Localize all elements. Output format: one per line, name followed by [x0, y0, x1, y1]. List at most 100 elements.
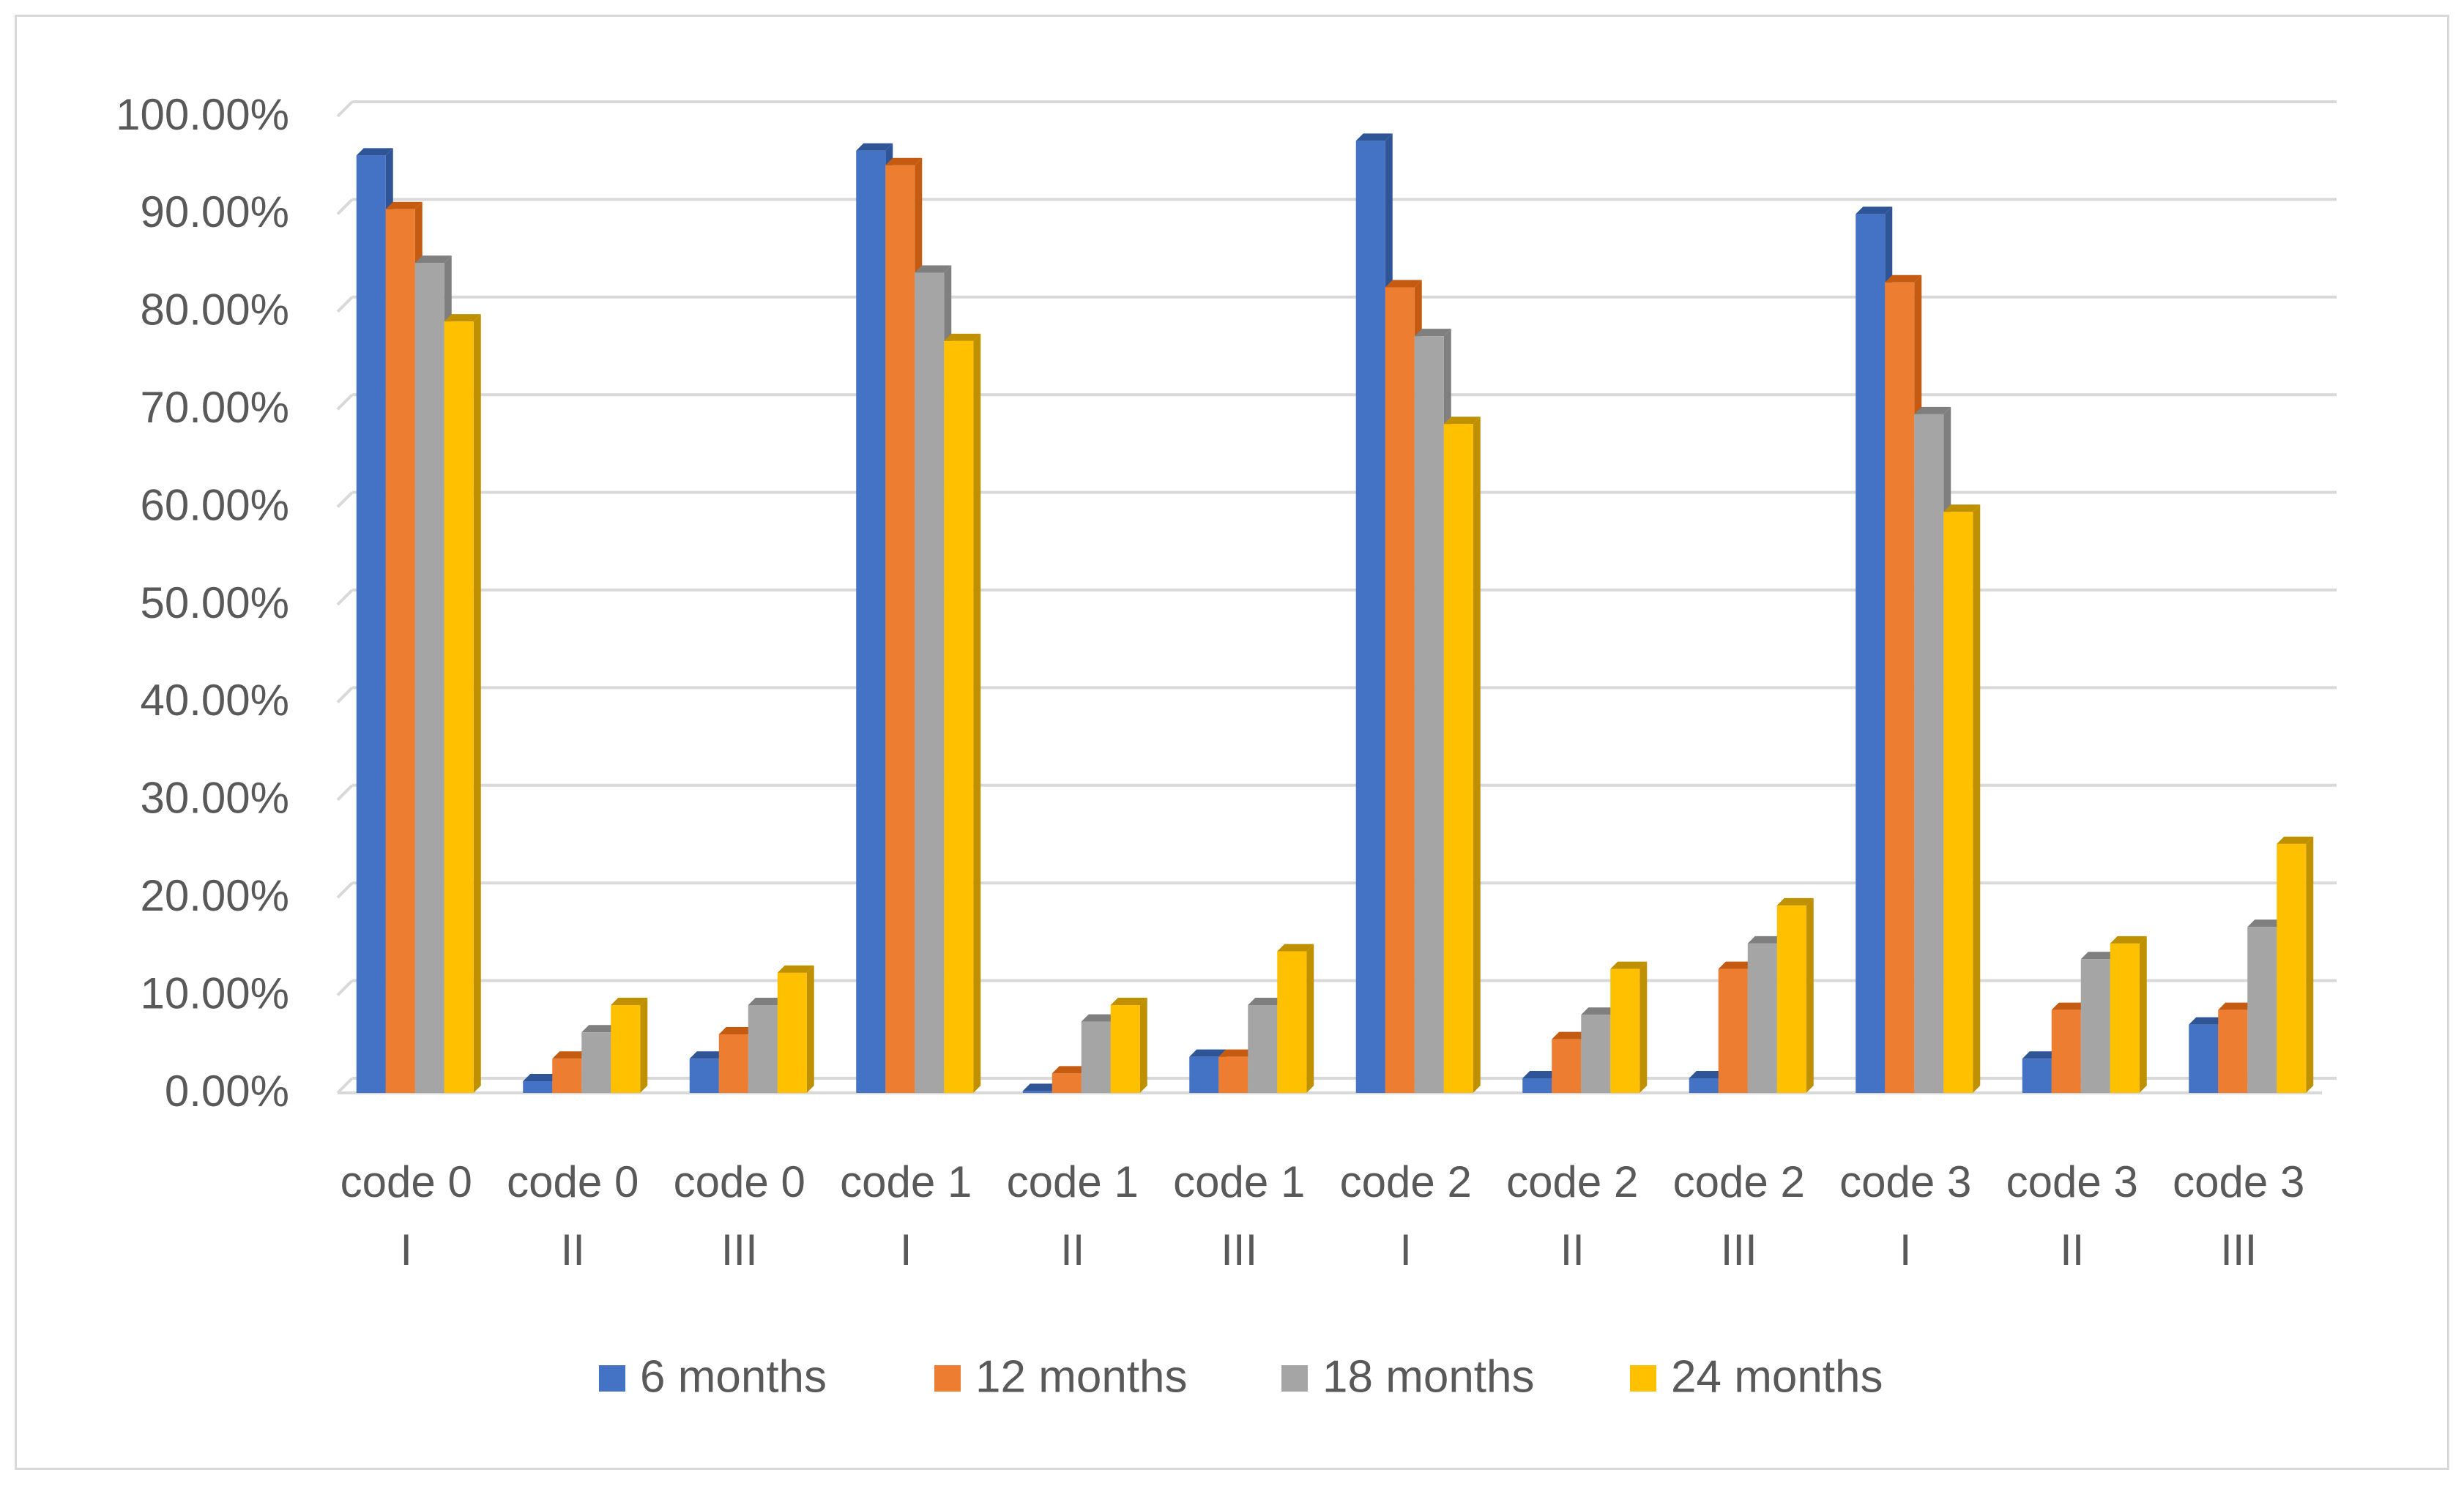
- legend-item-24-months: 24 months: [1630, 1351, 1883, 1402]
- bar-front: [1414, 336, 1444, 1093]
- bar-top: [385, 201, 423, 209]
- y-tick-label: 60.00%: [141, 480, 290, 529]
- bar-top: [2110, 936, 2147, 944]
- bar-top: [1218, 1049, 1256, 1057]
- bar-front: [1081, 1021, 1111, 1093]
- bar-front: [1355, 141, 1385, 1094]
- x-category-label-line2: I: [900, 1225, 912, 1274]
- x-category-label-line1: code 1: [840, 1157, 972, 1206]
- bar-front: [1022, 1091, 1052, 1093]
- gridlines: [336, 100, 2337, 1094]
- y-tick-label: 50.00%: [141, 578, 290, 627]
- x-category-label-line1: code 1: [1173, 1157, 1305, 1206]
- bar-side: [2306, 836, 2314, 1093]
- bar-24-months-2: [777, 965, 814, 1093]
- gridline-perspective: [336, 979, 354, 997]
- bar-front: [689, 1059, 719, 1093]
- bar-24-months-10: [2110, 936, 2147, 1093]
- bar-front: [1885, 282, 1915, 1093]
- bar-front: [611, 1004, 641, 1093]
- bar-front: [1581, 1015, 1611, 1093]
- bar-front: [777, 972, 807, 1093]
- bar-top: [2218, 1002, 2255, 1010]
- bar-top: [1189, 1049, 1227, 1057]
- y-tick-label: 90.00%: [141, 187, 290, 236]
- bar-front: [1689, 1078, 1719, 1093]
- bar-front: [944, 340, 974, 1093]
- legend-item-6-months: 6 months: [599, 1351, 827, 1402]
- bar-front: [1110, 1004, 1140, 1093]
- bar-top: [1856, 206, 1893, 214]
- y-tick-label: 10.00%: [141, 968, 290, 1018]
- bar-top: [885, 157, 923, 165]
- bar-front: [2022, 1059, 2052, 1093]
- bar-side: [806, 965, 814, 1093]
- legend-swatch: [934, 1365, 961, 1392]
- gridline-perspective: [336, 393, 354, 411]
- bar-top: [1052, 1066, 1089, 1074]
- bar-24-months-11: [2277, 836, 2314, 1093]
- bar-top: [581, 1025, 619, 1033]
- bar-top: [1414, 329, 1451, 337]
- bar-top: [2277, 836, 2314, 844]
- bar-front: [2247, 927, 2277, 1093]
- bar-top: [1355, 133, 1393, 141]
- bar-front: [1776, 905, 1806, 1093]
- bar-24-months-7: [1610, 961, 1648, 1093]
- bar-front: [444, 321, 474, 1093]
- bar-top: [414, 255, 452, 264]
- legend-swatch: [599, 1365, 625, 1392]
- bar-top: [552, 1051, 589, 1059]
- bar-front: [1718, 968, 1748, 1093]
- bar-side: [973, 333, 981, 1093]
- x-category-label-line2: III: [721, 1225, 758, 1274]
- gridline-perspective: [336, 100, 354, 118]
- legend-swatch: [1630, 1365, 1656, 1392]
- bar-front: [2218, 1009, 2248, 1093]
- bar-top: [1277, 944, 1314, 952]
- bar-front: [748, 1004, 778, 1093]
- bar-top: [1776, 897, 1814, 906]
- bar-top: [2247, 919, 2285, 927]
- bar-top: [1385, 280, 1422, 288]
- x-category-label-line2: I: [400, 1225, 412, 1274]
- x-category-label-line2: I: [1399, 1225, 1412, 1274]
- bar-side: [473, 314, 481, 1093]
- bar-top: [1081, 1014, 1118, 1022]
- bar-side: [1639, 961, 1648, 1093]
- bar-side: [1139, 997, 1147, 1093]
- gridline-perspective: [336, 589, 354, 606]
- gridline-perspective: [336, 198, 354, 215]
- x-category-label-line1: code 1: [1007, 1157, 1139, 1206]
- bar-front: [2189, 1024, 2219, 1093]
- x-category-label-line1: code 3: [2006, 1157, 2138, 1206]
- gridline-perspective: [336, 784, 354, 802]
- bar-front: [1189, 1056, 1219, 1093]
- x-category-label-line2: III: [1221, 1225, 1257, 1274]
- bar-top: [718, 1026, 756, 1034]
- x-category-label-line1: code 2: [1673, 1157, 1805, 1206]
- x-category-label-line2: II: [2060, 1225, 2084, 1274]
- bar-top: [1110, 997, 1147, 1005]
- bar-top: [748, 997, 785, 1005]
- bar-front: [856, 150, 886, 1094]
- bar-front: [1277, 951, 1307, 1093]
- bar-top: [611, 997, 648, 1005]
- gridline-perspective: [336, 1077, 354, 1094]
- y-axis-tick-labels: 0.00% 10.00% 20.00% 30.00% 40.00% 50.00% 60.00…: [116, 90, 289, 1116]
- bar-top: [1552, 1031, 1589, 1039]
- bar-12-months-7: [1552, 1031, 1589, 1093]
- bar-top: [944, 333, 981, 341]
- legend-item-18-months: 18 months: [1281, 1351, 1535, 1402]
- bar-top: [1522, 1070, 1560, 1078]
- bar-front: [1914, 414, 1944, 1093]
- bar-top: [1943, 504, 1981, 512]
- x-category-label-line2: III: [2220, 1225, 2257, 1274]
- gridline-perspective: [336, 296, 354, 313]
- bar-top: [356, 148, 393, 156]
- bar-front: [2110, 943, 2140, 1093]
- x-category-label-line1: code 2: [1340, 1157, 1472, 1206]
- bar-top: [2189, 1017, 2226, 1025]
- bar-front: [1522, 1078, 1552, 1093]
- bar-front: [523, 1080, 553, 1093]
